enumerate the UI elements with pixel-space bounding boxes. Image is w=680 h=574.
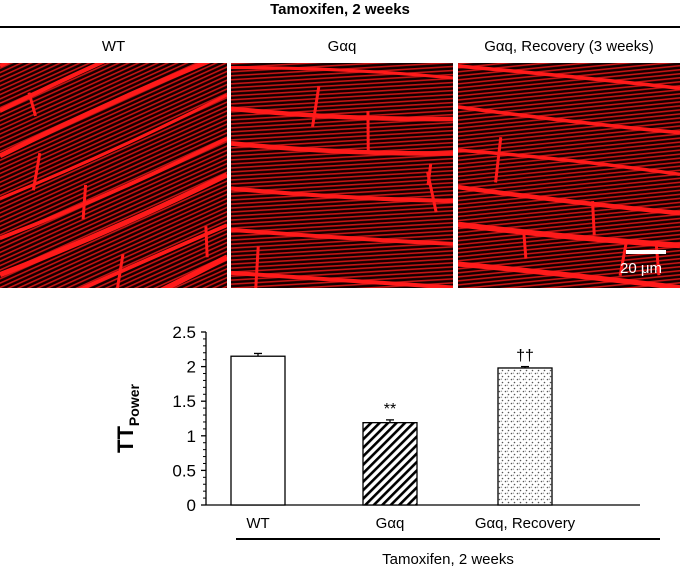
- x-tick-label: Gαq, Recovery: [475, 515, 576, 532]
- micrograph-gaq: [231, 63, 453, 288]
- bar: [230, 355, 286, 506]
- intercalated-disc: [81, 184, 88, 220]
- group-divider: [236, 538, 660, 540]
- y-tick-label: 1.5: [172, 392, 196, 411]
- x-tick-label: Gαq: [376, 515, 405, 532]
- cell-membrane: [458, 184, 680, 216]
- cell-membrane: [78, 223, 227, 288]
- cell-membrane: [0, 63, 106, 113]
- y-tick-label: 2.5: [172, 323, 196, 342]
- y-tick-label: 0.5: [172, 461, 196, 480]
- intercalated-disc: [31, 152, 42, 191]
- x-group-label: Tamoxifen, 2 weeks: [382, 551, 514, 568]
- cell-membrane: [231, 66, 453, 80]
- x-tick-label: WT: [246, 515, 269, 532]
- cell-membrane: [458, 148, 680, 177]
- cell-membrane: [0, 93, 227, 201]
- bar: [497, 367, 553, 506]
- intercalated-disc: [591, 201, 596, 236]
- cell-membrane: [231, 227, 453, 246]
- significance-marker: **: [384, 401, 396, 418]
- panel-label-recovery: Gαq, Recovery (3 weeks): [484, 38, 654, 55]
- cell-membrane: [458, 64, 680, 91]
- intercalated-disc: [311, 86, 321, 127]
- title-divider: [0, 26, 680, 28]
- cell-membrane: [231, 141, 453, 156]
- panel-label-wt: WT: [101, 38, 126, 55]
- y-axis-label: TTPower: [113, 383, 142, 452]
- cell-membrane: [458, 221, 680, 249]
- micrograph-striations: [0, 63, 227, 288]
- intercalated-disc: [494, 137, 503, 183]
- cell-membrane: [0, 172, 227, 278]
- cell-membrane: [231, 186, 453, 204]
- bar: [362, 422, 418, 506]
- micrograph-recovery: [458, 63, 680, 288]
- micrograph-striations: [458, 63, 680, 288]
- y-tick-label: 0: [187, 496, 196, 515]
- intercalated-disc: [204, 226, 209, 258]
- cell-membrane: [0, 63, 211, 159]
- cell-membrane: [458, 261, 680, 288]
- significance-marker: ††: [516, 348, 534, 365]
- intercalated-disc: [115, 253, 125, 288]
- figure-title: Tamoxifen, 2 weeks: [270, 1, 410, 18]
- scale-bar-label: 20 μm: [620, 260, 662, 277]
- y-tick-label: 2: [187, 358, 196, 377]
- panel-label-gaq: Gαq: [327, 38, 357, 55]
- cell-membrane: [231, 106, 453, 122]
- y-tick-label: 1: [187, 427, 196, 446]
- cell-membrane: [160, 254, 227, 288]
- micrograph-striations: [231, 63, 453, 288]
- cell-membrane: [0, 136, 227, 240]
- micrograph-wt-image: [0, 63, 227, 288]
- intercalated-disc: [426, 163, 433, 186]
- cell-membrane: [458, 105, 680, 135]
- scale-bar: [626, 250, 666, 254]
- intercalated-disc: [254, 246, 260, 288]
- intercalated-disc: [522, 232, 528, 259]
- micrograph-gaq-image: [231, 63, 453, 288]
- micrograph-wt: [0, 63, 227, 288]
- cell-membrane: [231, 270, 453, 288]
- intercalated-disc: [27, 92, 37, 117]
- intercalated-disc: [618, 240, 629, 277]
- micrograph-recovery-image: [458, 63, 680, 288]
- bar-chart: 0 0.5 1 1.5 2 2.5 TTPower WT ** Gαq †† Gαq, Recover…: [113, 323, 640, 532]
